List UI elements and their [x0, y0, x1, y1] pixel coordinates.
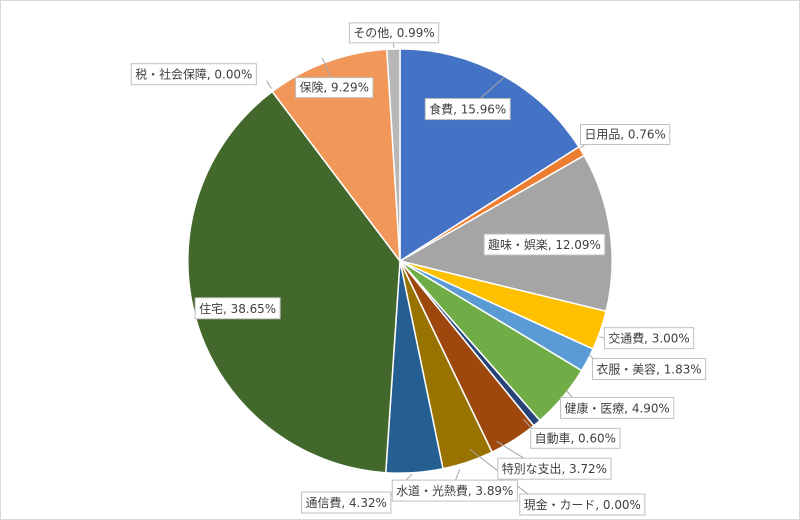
- data-label-box-12: [130, 63, 257, 86]
- data-label-box-1: [579, 123, 671, 145]
- data-label-text-13: 保険, 9.29%: [300, 81, 369, 95]
- data-label-text-1: 日用品, 0.76%: [584, 127, 665, 141]
- data-label-box-10: [301, 491, 392, 514]
- data-label-text-11: 住宅, 38.65%: [199, 301, 276, 316]
- data-label-text-5: 健康・医療, 4.90%: [565, 400, 670, 415]
- data-label-3: 交通費, 3.00%: [603, 327, 695, 350]
- data-label-text-12: 税・社会保障, 0.00%: [135, 67, 252, 82]
- leader-line-13: [321, 57, 333, 81]
- data-label-5: 健康・医療, 4.90%: [560, 396, 675, 419]
- leader-line-12: [266, 80, 272, 89]
- data-label-text-6: 自動車, 0.60%: [535, 431, 616, 445]
- data-label-14: その他, 0.99%: [348, 22, 440, 44]
- data-label-text-10: 通信費, 4.32%: [306, 495, 387, 510]
- data-label-8: 現金・カード, 0.00%: [519, 493, 646, 516]
- data-label-12: 税・社会保障, 0.00%: [130, 63, 257, 86]
- data-label-4: 衣服・美容, 1.83%: [591, 358, 707, 381]
- data-label-text-0: 食費, 15.96%: [429, 102, 506, 117]
- data-label-7: 特別な支出, 3.72%: [497, 457, 612, 480]
- data-label-text-4: 衣服・美容, 1.83%: [596, 362, 701, 377]
- pie-slice-11: [187, 90, 401, 474]
- data-label-2: 趣味・娯楽, 12.09%: [483, 233, 606, 256]
- pie-slice-14: [386, 48, 401, 262]
- data-label-box-0: [424, 98, 511, 121]
- data-labels: 食費, 15.96% 日用品, 0.76% 趣味・娯楽, 12.09% 交通費, 3.…: [130, 22, 707, 516]
- data-label-10: 通信費, 4.32%: [301, 491, 392, 514]
- data-label-box-13: [295, 77, 374, 99]
- data-label-box-14: [348, 22, 440, 44]
- data-label-text-9: 水道・光熱費, 3.89%: [396, 483, 513, 498]
- pie-slice-13: [271, 48, 401, 264]
- data-label-0: 食費, 15.96%: [424, 98, 511, 121]
- data-label-text-14: その他, 0.99%: [353, 26, 434, 40]
- data-label-13: 保険, 9.29%: [295, 77, 374, 99]
- data-label-text-3: 交通費, 3.00%: [608, 331, 689, 346]
- data-label-box-2: [483, 233, 606, 256]
- data-label-box-4: [591, 358, 707, 381]
- data-label-1: 日用品, 0.76%: [579, 123, 671, 145]
- data-label-box-11: [194, 297, 281, 320]
- data-label-text-2: 趣味・娯楽, 12.09%: [488, 237, 601, 252]
- data-label-11: 住宅, 38.65%: [194, 297, 281, 320]
- pie-slices: [187, 48, 613, 474]
- data-label-9: 水道・光熱費, 3.89%: [391, 479, 518, 502]
- data-label-6: 自動車, 0.60%: [530, 427, 621, 449]
- pie-slice-2: [398, 154, 613, 313]
- leader-line-0: [476, 77, 504, 102]
- data-label-box-7: [497, 457, 612, 480]
- data-label-box-9: [391, 479, 518, 502]
- data-label-box-6: [530, 427, 621, 449]
- data-label-box-8: [519, 493, 646, 516]
- data-label-box-3: [603, 327, 695, 350]
- data-label-text-8: 現金・カード, 0.00%: [524, 497, 641, 512]
- data-label-box-5: [560, 396, 675, 419]
- data-label-text-7: 特別な支出, 3.72%: [502, 461, 607, 476]
